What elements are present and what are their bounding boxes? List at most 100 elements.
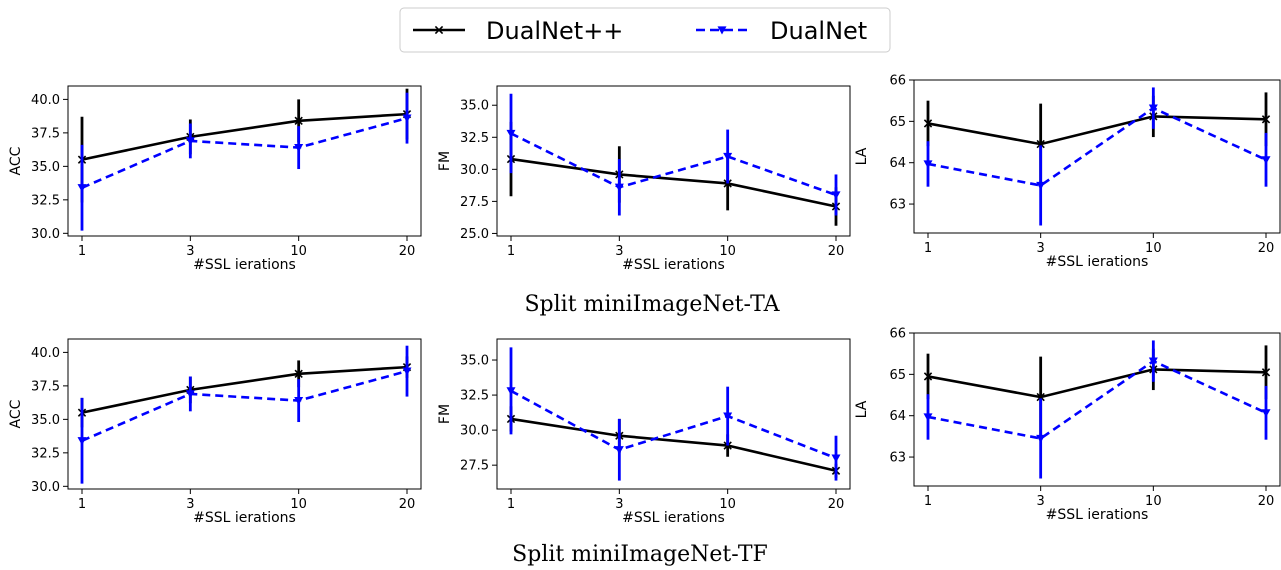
x-tick-label: 1 <box>924 494 932 509</box>
x-axis-label: #SSL ierations <box>193 510 296 526</box>
x-tick-label: 1 <box>78 244 86 259</box>
y-axis-label: ACC <box>8 399 24 428</box>
legend-frame <box>399 7 891 53</box>
series-line <box>81 116 408 189</box>
series-line <box>927 115 1267 146</box>
legend-label-2: DualNet <box>770 17 867 45</box>
data-point <box>402 114 412 123</box>
chart-panel-1: 30.0 32.5 35.0 37.5 40.0 1 3 10 20 #SSL ierations… <box>8 85 422 273</box>
y-tick-label: 35.0 <box>31 160 60 175</box>
y-tick-label: 35.0 <box>460 354 489 369</box>
chart-panel-2: 25.0 27.5 30.0 32.5 35.0 1 3 10 20 #SSL ierations… <box>437 85 851 273</box>
data-point <box>185 390 195 399</box>
series-line <box>510 132 837 197</box>
data-point <box>294 369 303 378</box>
y-tick-label: 64 <box>889 409 906 424</box>
x-tick-label: 20 <box>399 244 416 259</box>
series-1 <box>923 92 1271 185</box>
y-tick-label: 66 <box>889 327 906 342</box>
series-line <box>927 106 1267 187</box>
x-tick-label: 10 <box>290 497 307 512</box>
data-point <box>294 397 304 406</box>
series-line <box>927 359 1267 440</box>
data-point <box>294 144 304 153</box>
x-tick-label: 10 <box>290 244 307 259</box>
y-tick-label: 40.0 <box>31 346 60 361</box>
data-point <box>831 191 841 200</box>
data-point <box>1036 139 1045 149</box>
x-tick-label: 20 <box>1258 241 1275 256</box>
x-tick-label: 3 <box>1037 241 1045 256</box>
data-point <box>506 129 516 138</box>
y-tick-label: 37.5 <box>31 126 60 141</box>
y-tick-label: 32.5 <box>460 131 489 146</box>
caption-top: Split miniImageNet-TA <box>524 292 780 317</box>
series-1 <box>77 88 412 203</box>
caption-bottom: Split miniImageNet-TF <box>512 542 768 567</box>
series-line <box>510 389 837 460</box>
legend-marker-1 <box>434 25 444 35</box>
chart-panel-4: 30.0 32.5 35.0 37.5 40.0 1 3 10 20 #SSL ierations… <box>8 338 422 526</box>
data-point <box>614 446 624 455</box>
data-point <box>1261 409 1271 418</box>
series-line <box>927 368 1267 399</box>
series-2 <box>77 345 412 484</box>
y-tick-label: 65 <box>889 115 906 130</box>
data-point <box>1261 115 1271 124</box>
series-2 <box>506 347 841 481</box>
x-tick-label: 10 <box>1145 494 1162 509</box>
data-point <box>1036 434 1046 443</box>
y-tick-label: 65 <box>889 368 906 383</box>
y-axis-label: FM <box>437 404 453 424</box>
series-1 <box>77 356 412 428</box>
x-axis-label: #SSL ierations <box>193 257 296 273</box>
y-axis-label: FM <box>437 151 453 171</box>
data-point <box>723 152 733 162</box>
chart-panel-3: 63 64 65 66 1 3 10 20 #SSL ierations LA <box>854 74 1281 270</box>
data-point <box>1036 181 1046 190</box>
series-line <box>510 157 837 208</box>
series-line <box>81 365 408 414</box>
data-point <box>923 372 933 381</box>
series-2 <box>77 92 412 231</box>
plot-frame <box>913 79 1281 234</box>
x-axis-label: #SSL ierations <box>622 257 725 273</box>
x-tick-label: 20 <box>1258 494 1275 509</box>
series-2 <box>923 340 1271 479</box>
y-axis-label: LA <box>854 147 870 165</box>
series-1 <box>506 121 841 226</box>
x-tick-label: 20 <box>828 244 845 259</box>
y-tick-label: 35.0 <box>460 99 489 114</box>
chart-panel-5: 27.5 30.0 32.5 35.0 1 3 10 20 #SSL ierations FM <box>437 338 851 526</box>
y-tick-label: 25.0 <box>460 227 489 242</box>
plot-frame <box>67 338 422 490</box>
data-point <box>1261 368 1271 377</box>
y-tick-label: 32.5 <box>31 446 60 461</box>
data-point <box>294 116 303 125</box>
x-axis-label: #SSL ierations <box>1046 507 1149 523</box>
data-point <box>923 413 933 422</box>
y-tick-label: 37.5 <box>31 379 60 394</box>
y-tick-label: 27.5 <box>460 195 489 210</box>
x-axis-label: #SSL ierations <box>1046 254 1149 270</box>
data-point <box>831 454 841 463</box>
y-tick-label: 63 <box>889 451 906 466</box>
data-point <box>1148 357 1158 366</box>
series-1 <box>923 345 1271 438</box>
x-tick-label: 20 <box>828 497 845 512</box>
x-tick-label: 3 <box>186 497 194 512</box>
x-tick-label: 1 <box>924 241 932 256</box>
data-point <box>614 183 624 192</box>
x-tick-label: 3 <box>1037 494 1045 509</box>
y-tick-label: 30.0 <box>31 480 60 495</box>
chart-panel-6: 63 64 65 66 1 3 10 20 #SSL ierations LA <box>854 327 1281 523</box>
y-tick-label: 30.0 <box>460 424 489 439</box>
x-tick-label: 10 <box>1145 241 1162 256</box>
y-tick-label: 32.5 <box>31 193 60 208</box>
data-point <box>1036 392 1045 402</box>
legend-label-1: DualNet++ <box>486 17 623 45</box>
chart-panels: 30.0 32.5 35.0 37.5 40.0 1 3 10 20 #SSL ierations… <box>8 74 1281 526</box>
data-point <box>77 184 87 193</box>
y-axis-label: ACC <box>8 146 24 175</box>
